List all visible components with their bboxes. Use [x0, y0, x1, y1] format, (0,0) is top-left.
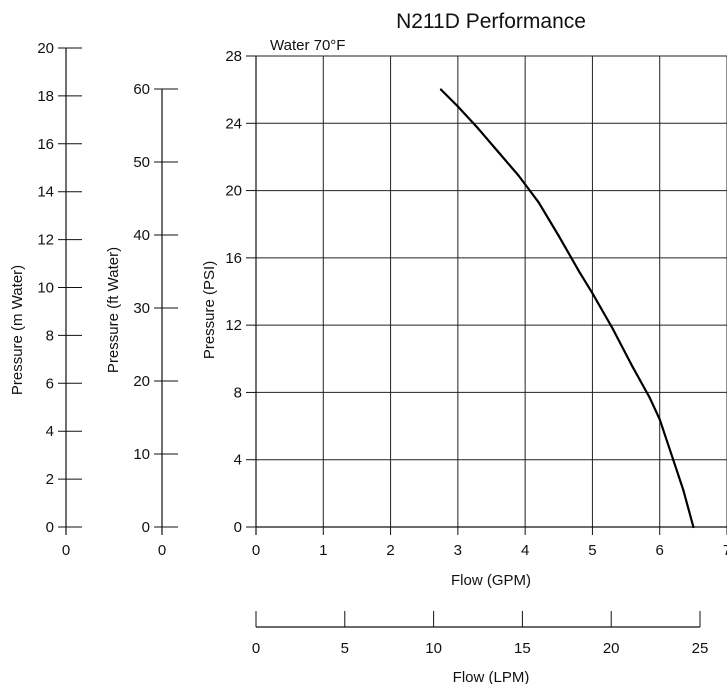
flow-lpm-tick-label-3: 15: [514, 640, 531, 657]
performance-curve-point-11: [648, 396, 651, 399]
gpm-x-tick-label-5: 5: [588, 542, 596, 559]
flow-lpm-tick-label-5: 25: [692, 640, 709, 657]
performance-curve-point-13: [672, 458, 675, 461]
pressure-m-water-bottom-label: 0: [62, 542, 70, 559]
gpm-x-tick-label-3: 3: [454, 542, 462, 559]
psi-y-tick-label-0: 0: [234, 519, 242, 536]
performance-curve-point-4: [517, 174, 520, 177]
pressure-psi-axis-title: Pressure (PSI): [201, 261, 218, 359]
psi-y-tick-label-1: 4: [234, 452, 242, 469]
psi-y-tick-label-5: 20: [225, 183, 242, 200]
performance-curve-point-2: [476, 127, 480, 130]
psi-y-tick-label-3: 12: [225, 317, 242, 334]
gpm-x-tick-label-0: 0: [252, 542, 260, 559]
pressure-m-water-tick-label-7: 14: [37, 184, 54, 201]
pressure-m-water-axis-title: Pressure (m Water): [9, 265, 26, 395]
pressure-ft-water-tick-label-3: 30: [133, 300, 150, 317]
performance-curve-point-0: [439, 88, 443, 91]
flow-lpm-tick-label-0: 0: [252, 640, 260, 657]
performance-curve-point-15: [692, 525, 695, 529]
pressure-m-water-tick-label-2: 4: [46, 423, 54, 440]
psi-y-tick-label-6: 24: [225, 115, 242, 132]
performance-curve-point-5: [537, 201, 540, 204]
gpm-x-tick-label-7: 7: [723, 542, 727, 559]
pressure-m-water-tick-label-10: 20: [37, 40, 54, 57]
water-temperature-note: Water 70°F: [270, 37, 345, 54]
pressure-m-water-tick-label-8: 16: [37, 136, 54, 153]
performance-curve-point-10: [631, 366, 634, 369]
pressure-m-water-tick-label-6: 12: [37, 232, 54, 249]
flow-lpm-tick-label-1: 5: [341, 640, 349, 657]
flow-lpm-axis-title: Flow (LPM): [453, 669, 530, 684]
performance-curve-line-0: [439, 88, 695, 529]
performance-curve-point-6: [557, 234, 560, 238]
pressure-ft-water-tick-label-0: 0: [142, 519, 150, 536]
pressure-ft-water-bottom-label: 0: [158, 542, 166, 559]
performance-curve-point-1: [456, 105, 459, 108]
performance-curve-point-14: [682, 488, 685, 492]
pressure-ft-water-tick-label-1: 10: [133, 446, 150, 463]
gpm-x-tick-label-2: 2: [386, 542, 394, 559]
performance-curve-point-7: [577, 270, 581, 273]
flow-gpm-axis-title: Flow (GPM): [451, 572, 531, 589]
gpm-x-tick-label-1: 1: [319, 542, 327, 559]
performance-curve-point-9: [611, 327, 614, 330]
flow-lpm-tick-label-2: 10: [425, 640, 442, 657]
pressure-m-water-tick-label-9: 18: [37, 88, 54, 105]
psi-y-tick-label-7: 28: [225, 48, 242, 65]
pressure-ft-water-tick-label-2: 20: [133, 373, 150, 390]
performance-curve-point-8: [591, 292, 594, 295]
pressure-ft-water-axis-title: Pressure (ft Water): [105, 247, 122, 373]
psi-y-tick-label-2: 8: [234, 384, 242, 401]
pressure-m-water-tick-label-5: 10: [37, 280, 54, 297]
pressure-m-water-tick-label-0: 0: [46, 519, 54, 536]
performance-curve-point-3: [497, 150, 500, 153]
pressure-m-water-tick-label-1: 2: [46, 471, 54, 488]
chart-title: N211D Performance: [396, 10, 586, 33]
gpm-x-tick-label-6: 6: [656, 542, 664, 559]
flow-lpm-tick-label-4: 20: [603, 640, 620, 657]
gpm-x-tick-label-4: 4: [521, 542, 529, 559]
performance-curve-point-12: [658, 418, 661, 421]
pressure-ft-water-tick-label-4: 40: [133, 227, 150, 244]
psi-y-tick-label-4: 16: [225, 250, 242, 267]
pressure-m-water-tick-label-4: 8: [46, 327, 54, 344]
pressure-ft-water-tick-label-5: 50: [133, 154, 150, 171]
pressure-m-water-tick-label-3: 6: [46, 375, 54, 392]
pressure-ft-water-tick-label-6: 60: [133, 81, 150, 98]
